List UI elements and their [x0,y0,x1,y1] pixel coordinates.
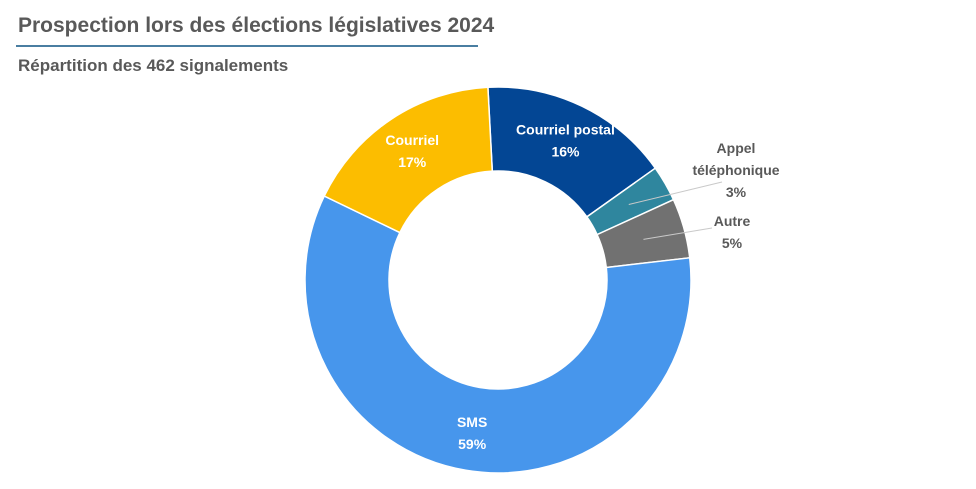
slice-percent: 3% [726,184,747,200]
slice-name: Appel [717,140,756,156]
slice-percent: 5% [722,235,743,251]
slice-label-appel-telephonique: Appel téléphonique 3% [692,140,779,200]
slice-name: Courriel [385,132,439,148]
slice-courriel [323,86,494,234]
slice-name: téléphonique [692,162,779,178]
chart-subtitle: Répartition des 462 signalements [18,56,289,75]
slice-label-courriel-postal: Courriel postal 16% [516,121,615,159]
slice-label-autre: Autre 5% [714,213,751,251]
slice-name: Autre [714,213,751,229]
label-leader-lines [628,181,723,240]
donut-slices [304,86,692,474]
slice-sms [304,194,692,474]
slice-percent: 59% [458,436,487,452]
slice-name: Courriel postal [516,121,615,137]
leader-line-autre [643,227,713,240]
slice-name: SMS [457,414,487,430]
chart-title: Prospection lors des élections législati… [18,14,495,37]
slice-label-sms: SMS 59% [457,414,487,452]
slice-labels: Courriel postal 16% Appel téléphonique 3% Aut… [385,121,779,451]
slice-label-courriel: Courriel 17% [385,132,439,170]
title-underline [16,45,478,47]
slice-percent: 17% [398,154,427,170]
slice-percent: 16% [551,143,580,159]
leader-line-appel-telephonique [628,181,723,205]
